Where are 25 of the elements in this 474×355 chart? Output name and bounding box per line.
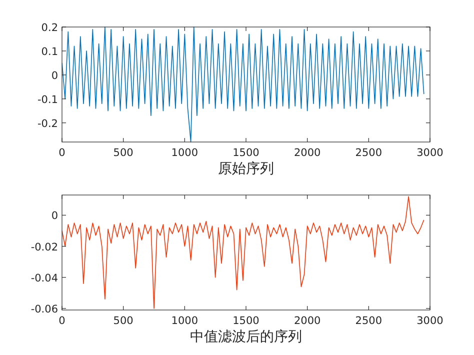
x-tick-label: 1000 xyxy=(171,315,198,327)
y-tick-label: -0.06 xyxy=(30,303,58,316)
line-series xyxy=(62,26,424,142)
x-tick-label: 1500 xyxy=(232,315,260,327)
line-series xyxy=(62,196,424,309)
y-tick-label: 0 xyxy=(51,70,58,82)
x-tick-label: 500 xyxy=(113,315,134,327)
y-tick-label: -0.02 xyxy=(30,241,58,254)
y-tick-label: -0.2 xyxy=(38,118,58,130)
y-tick-label: -0.1 xyxy=(38,94,58,106)
x-tick-label: 2000 xyxy=(294,315,321,327)
y-tick-label: 0.1 xyxy=(41,46,58,58)
x-tick-label: 3000 xyxy=(416,147,444,159)
x-tick-label: 2000 xyxy=(294,147,321,159)
x-axis-title: 中值滤波后的序列 xyxy=(190,329,302,345)
x-tick-label: 500 xyxy=(113,147,134,159)
x-tick-label: 1500 xyxy=(232,147,260,159)
x-tick-label: 2500 xyxy=(355,147,382,159)
y-tick-label: -0.04 xyxy=(30,272,58,284)
y-tick-label: 0 xyxy=(51,210,58,222)
x-tick-label: 1000 xyxy=(171,147,198,159)
x-tick-label: 3000 xyxy=(416,315,444,327)
x-axis-title: 原始序列 xyxy=(218,161,274,177)
x-tick-label: 2500 xyxy=(355,315,382,327)
y-tick-label: 0.2 xyxy=(41,22,58,34)
